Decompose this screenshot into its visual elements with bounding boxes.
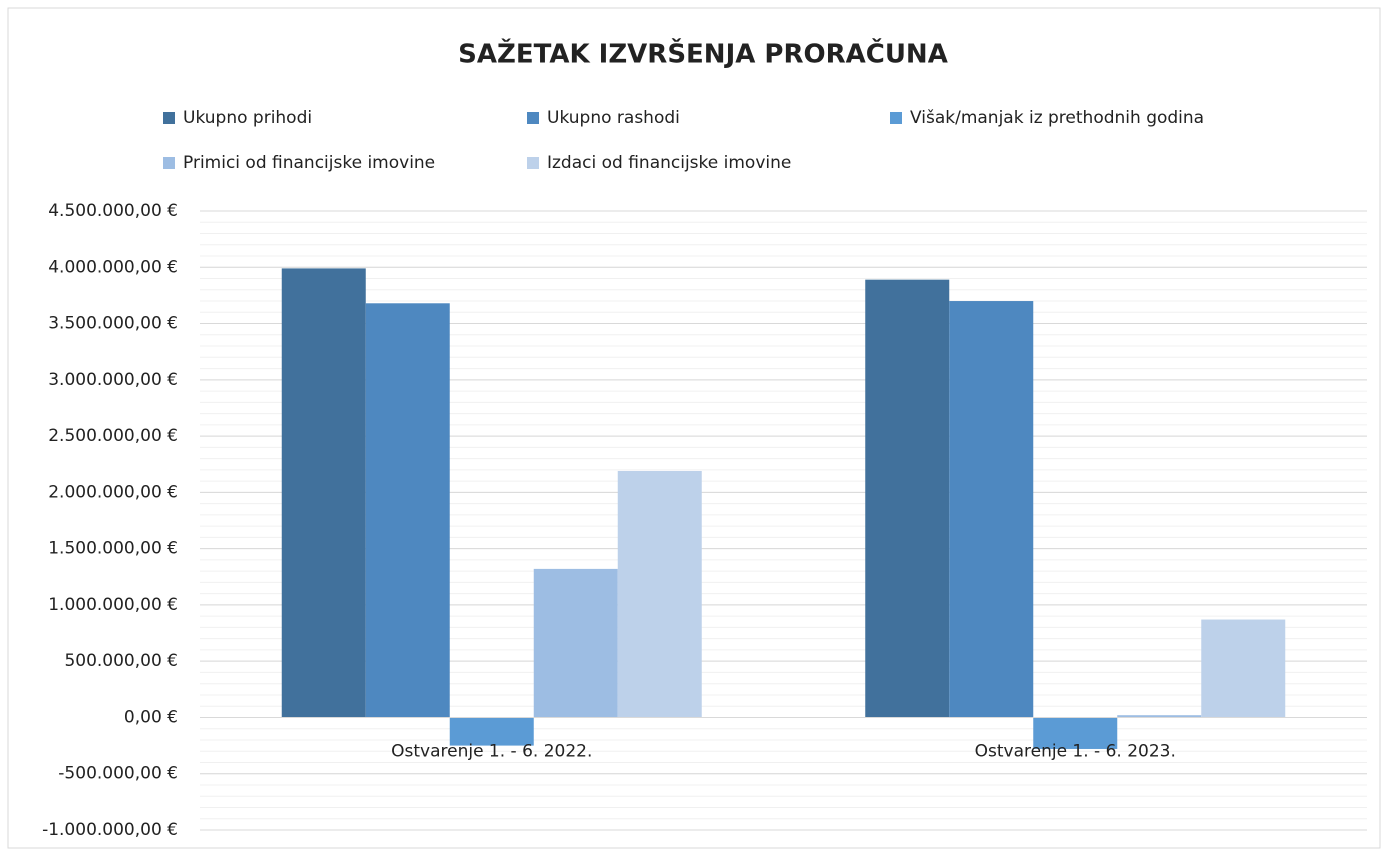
- bar: [1201, 619, 1286, 718]
- bar: [1117, 715, 1202, 718]
- bar: [617, 470, 702, 718]
- y-tick-label: 4.000.000,00 €: [48, 257, 178, 277]
- x-tick-label: Ostvarenje 1. - 6. 2022.: [391, 741, 592, 761]
- y-tick-label: 1.500.000,00 €: [48, 539, 178, 559]
- bar: [533, 568, 618, 718]
- legend-label: Ukupno prihodi: [183, 108, 312, 128]
- chart-border: [7, 7, 1381, 849]
- legend-label: Primici od financijske imovine: [183, 153, 435, 173]
- y-tick-label: 3.500.000,00 €: [48, 314, 178, 334]
- legend-label: Izdaci od financijske imovine: [547, 153, 791, 173]
- bar: [365, 303, 450, 718]
- y-tick-label: 2.500.000,00 €: [48, 426, 178, 446]
- y-tick-label: 1.000.000,00 €: [48, 595, 178, 615]
- legend-swatch: [163, 112, 175, 124]
- y-tick-label: 3.000.000,00 €: [48, 370, 178, 390]
- bar: [949, 301, 1034, 718]
- legend-swatch: [163, 157, 175, 169]
- y-tick-label: -500.000,00 €: [58, 764, 178, 784]
- legend-swatch: [527, 157, 539, 169]
- legend-swatch: [890, 112, 902, 124]
- bar: [865, 279, 950, 718]
- y-tick-label: 0,00 €: [124, 707, 178, 727]
- y-tick-label: 2.000.000,00 €: [48, 482, 178, 502]
- bar: [1033, 717, 1118, 749]
- y-tick-label: -1.000.000,00 €: [42, 820, 178, 840]
- bar: [449, 717, 534, 746]
- y-tick-label: 500.000,00 €: [64, 651, 178, 671]
- bar: [281, 268, 366, 718]
- chart-title: SAŽETAK IZVRŠENJA PRORAČUNA: [458, 38, 948, 70]
- legend-swatch: [527, 112, 539, 124]
- x-tick-label: Ostvarenje 1. - 6. 2023.: [975, 741, 1176, 761]
- legend-label: Ukupno rashodi: [547, 108, 680, 128]
- y-tick-label: 4.500.000,00 €: [48, 201, 178, 221]
- legend-label: Višak/manjak iz prethodnih godina: [910, 108, 1204, 128]
